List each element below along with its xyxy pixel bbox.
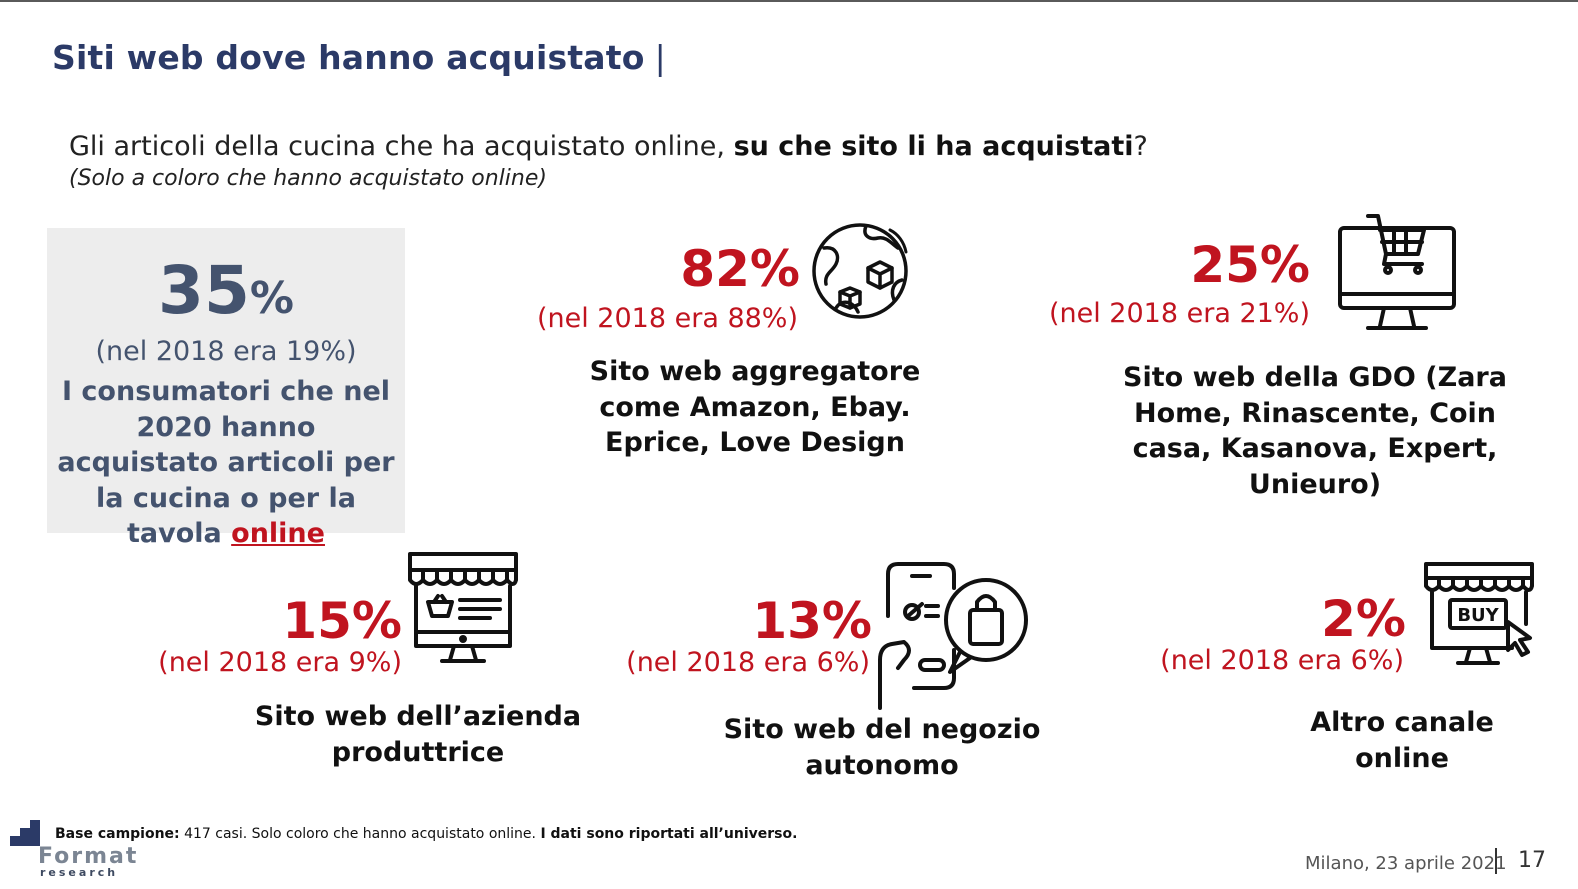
buy-store-icon: BUY <box>1420 560 1538 668</box>
item-gdo-previous: (nel 2018 era 21%) <box>1048 298 1310 329</box>
item-gdo-label: Sito web della GDO (Zara Home, Rinascent… <box>1123 362 1507 500</box>
top-rule <box>0 0 1578 2</box>
highlight-number: 35 <box>158 252 250 329</box>
item-other-label: Altro canale online <box>1310 707 1494 774</box>
highlight-description: I consumatori che nel 2020 hanno acquist… <box>57 374 395 552</box>
item-aggregator-value: 82% <box>680 240 800 298</box>
page-number: 17 <box>1518 848 1546 873</box>
base-universe-note: I dati sono riportati all’universo. <box>540 826 798 842</box>
item-aggregator-label: Sito web aggregatore come Amazon, Ebay. … <box>589 356 921 458</box>
item-producer-previous: (nel 2018 era 9%) <box>158 647 402 678</box>
question-note: (Solo a coloro che hanno acquistato onli… <box>69 166 547 191</box>
item-gdo-value: 25% <box>1190 236 1310 294</box>
format-research-logo: Format research <box>10 818 150 882</box>
highlight-unit: % <box>249 273 294 324</box>
monitor-cart-icon <box>1336 210 1458 334</box>
logo-steps-icon <box>10 820 40 846</box>
survey-question: Gli articoli della cucina che ha acquist… <box>69 131 1148 162</box>
item-aggregator-previous: (nel 2018 era 88%) <box>536 303 798 334</box>
footer-separator <box>1495 848 1497 874</box>
item-producer-label: Sito web dell’azienda produttrice <box>254 701 582 768</box>
logo-subtitle: research <box>40 866 119 879</box>
logo-name: Format <box>38 844 139 869</box>
item-independent-store-label: Sito web del negozio autonomo <box>723 714 1041 781</box>
buy-label: BUY <box>1457 605 1499 626</box>
highlight-value: 35% <box>47 256 405 334</box>
highlight-description-text: I consumatori che nel 2020 hanno acquist… <box>57 376 395 549</box>
item-other-previous: (nel 2018 era 6%) <box>1160 645 1404 676</box>
page-title: Siti web dove hanno acquistato | <box>52 38 666 77</box>
sample-base-note: Base campione: 417 casi. Solo coloro che… <box>55 826 797 842</box>
item-producer-value: 15% <box>282 592 402 650</box>
page-title-text: Siti web dove hanno acquistato <box>52 38 645 77</box>
globe-box-icon <box>806 218 914 324</box>
highlight-online-word: online <box>231 518 325 549</box>
online-store-icon <box>404 550 522 666</box>
highlight-previous: (nel 2018 era 19%) <box>95 336 357 367</box>
footer-date: Milano, 23 aprile 2021 <box>1305 853 1507 874</box>
item-independent-store-value: 13% <box>752 592 872 650</box>
question-bold-text: su che sito li ha acquistati <box>733 131 1134 162</box>
base-text: 417 casi. Solo coloro che hanno acquista… <box>179 826 541 842</box>
question-mark: ? <box>1133 131 1148 162</box>
highlight-box: 35% (nel 2018 era 19%) I consumatori che… <box>47 228 405 549</box>
title-separator: | <box>654 38 666 77</box>
item-independent-store-previous: (nel 2018 era 6%) <box>626 647 870 678</box>
question-text: Gli articoli della cucina che ha acquist… <box>69 131 734 162</box>
phone-shopping-bag-icon <box>874 560 1028 712</box>
item-other-value: 2% <box>1321 590 1406 648</box>
base-label: Base campione: <box>55 826 180 842</box>
